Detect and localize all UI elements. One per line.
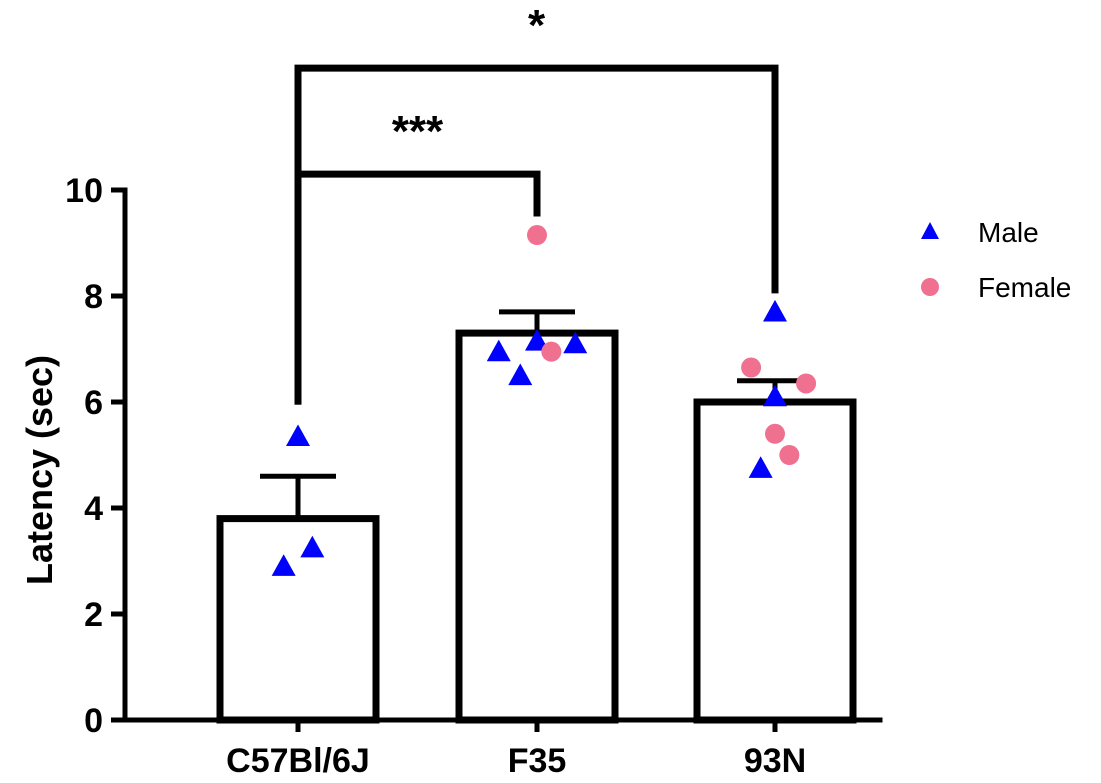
point-male xyxy=(271,554,296,576)
point-male xyxy=(763,299,787,322)
axes xyxy=(122,187,883,732)
point-female xyxy=(779,445,800,465)
data-points xyxy=(271,225,817,576)
point-male xyxy=(748,456,773,478)
y-tick-label: 6 xyxy=(84,384,103,422)
point-male xyxy=(300,535,325,558)
bar-93N xyxy=(693,398,857,724)
y-tick-label: 0 xyxy=(84,702,103,740)
y-tick-label: 10 xyxy=(65,172,103,210)
legend-label-male: Male xyxy=(978,217,1039,248)
y-ticks: 0 2 4 6 8 10 xyxy=(65,172,125,740)
legend-label-female: Female xyxy=(978,272,1071,303)
point-male xyxy=(486,339,511,362)
legend: Male Female xyxy=(921,217,1071,303)
point-male xyxy=(508,363,533,386)
point-male xyxy=(763,384,787,407)
point-female xyxy=(741,357,762,378)
significance-label: *** xyxy=(392,107,444,156)
point-female xyxy=(541,341,562,362)
significance-label: * xyxy=(528,1,546,50)
bar-C57Bl/6J xyxy=(216,515,380,724)
significance-brackets: **** xyxy=(294,1,779,405)
x-category-label: 93N xyxy=(744,742,806,780)
legend-marker-male xyxy=(921,222,939,239)
point-male xyxy=(563,331,588,354)
point-female xyxy=(527,225,547,246)
y-tick-label: 4 xyxy=(84,490,103,528)
point-female xyxy=(796,373,817,394)
y-tick-label: 2 xyxy=(84,596,103,634)
y-tick-label: 8 xyxy=(84,278,103,316)
x-category-label: C57Bl/6J xyxy=(226,742,370,780)
point-male xyxy=(525,329,549,351)
bar-F35 xyxy=(455,329,619,724)
point-male xyxy=(286,424,310,447)
x-category-label: F35 xyxy=(508,742,567,780)
y-axis-label: Latency (sec) xyxy=(19,355,60,585)
point-female xyxy=(765,423,785,444)
bars xyxy=(216,329,857,724)
x-category-labels: C57Bl/6J F35 93N xyxy=(226,742,806,780)
significance-bracket xyxy=(294,64,779,405)
legend-marker-female xyxy=(921,278,939,296)
